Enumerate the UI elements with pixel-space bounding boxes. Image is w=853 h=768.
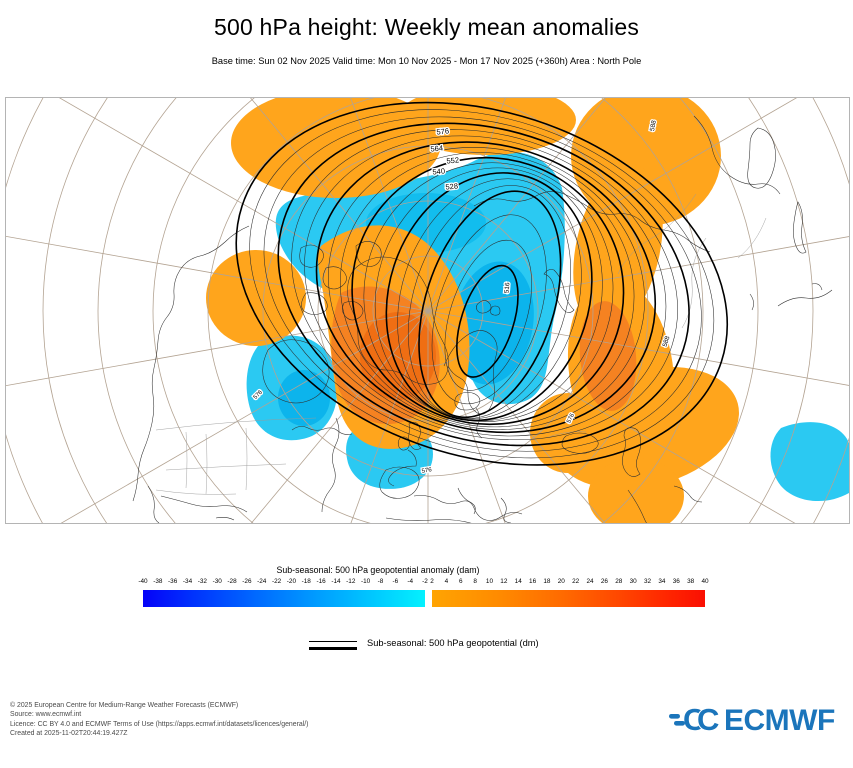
graticule: [6, 98, 849, 523]
colorbar-tick: 34: [658, 578, 666, 585]
colorbar-tick: -6: [392, 578, 399, 585]
logo-text: ECMWF: [724, 704, 835, 737]
footer-line-source: Source: www.ecmwf.int: [10, 711, 82, 719]
colorbar-tick: -28: [227, 578, 237, 585]
contours-thick: [235, 101, 729, 466]
colorbar-tick: 18: [543, 578, 551, 585]
colorbar-tick: 24: [586, 578, 594, 585]
colorbar-tick: -20: [286, 578, 297, 585]
colorbar-title: Sub-seasonal: 500 hPa geopotential anoma…: [276, 565, 480, 575]
contour-line-symbol: [309, 640, 357, 652]
contours: [235, 101, 729, 466]
colorbar-positive-bar: [432, 590, 705, 607]
contour-label: 528: [445, 181, 458, 191]
colorbar-tick: 36: [672, 578, 680, 585]
contour-label: 576: [421, 467, 433, 475]
contour-label: 540: [432, 166, 445, 176]
colorbar-tick: 10: [485, 578, 494, 585]
colorbar-tick: -40: [138, 578, 148, 585]
contour-legend-label: Sub-seasonal: 500 hPa geopotential (dm): [367, 638, 539, 648]
colorbar-tick: -4: [407, 578, 413, 585]
colorbar-tick: -22: [271, 578, 282, 585]
colorbar-tick: -30: [212, 578, 222, 585]
colorbar-tick: -8: [377, 578, 384, 585]
contour-label: 552: [446, 155, 459, 165]
colorbar-tick: 32: [643, 578, 652, 585]
colorbar-tick: 2: [430, 578, 434, 585]
colorbar-tick: -10: [361, 578, 371, 585]
colorbar-tick: 6: [458, 578, 463, 585]
colorbar-ticks-positive: 2 4 6 8 10 12 14 16 18 20 22 24 26 28 30 32 34 36 38 40: [430, 578, 709, 587]
colorbar-tick: -18: [301, 578, 311, 585]
colorbar-tick: 22: [572, 578, 580, 585]
colorbar-tick: 26: [600, 578, 608, 585]
footer-attribution: © 2025 European Centre for Medium-Range …: [10, 701, 308, 738]
colorbar-tick: 20: [557, 578, 565, 585]
colorbar-ticks-negative: -40 -38 -36 -34 -32 -30 -28 -26 -24 -22 -20 -18 -16-…: [138, 578, 428, 587]
colorbar-negative-bar: [143, 590, 425, 607]
colorbar-tick: 14: [514, 578, 522, 585]
colorbar-tick: -26: [242, 578, 252, 585]
ecmwf-logo: C C ECMWF: [669, 698, 841, 742]
page-subtitle: Base time: Sun 02 Nov 2025 Valid time: M…: [211, 56, 642, 66]
polar-map-svg: 576 564 552 540 528 516 588 588 576 576 …: [6, 98, 849, 523]
logo-mark-icon: C: [697, 702, 719, 737]
polar-map: 576 564 552 540 528 516 588 588 576 576 …: [5, 97, 850, 524]
logo-dash-icon: [669, 714, 680, 719]
colorbar-tick: 40: [701, 578, 709, 585]
footer-line-copyright: © 2025 European Centre for Medium-Range …: [10, 702, 239, 709]
colorbar-tick: 28: [615, 578, 623, 585]
logo-dash-icon: [674, 721, 685, 726]
contours-thin: [249, 109, 715, 459]
page-title: 500 hPa height: Weekly mean anomalies: [213, 14, 640, 40]
logo-mark-icon: C: [683, 702, 705, 737]
colorbar-tick: -14: [331, 578, 341, 585]
positive-anomaly-shading: [206, 98, 739, 523]
meridians: [6, 98, 849, 523]
colorbar-tick: 38: [687, 578, 695, 585]
colorbar-tick: -36: [168, 578, 178, 585]
colorbar-tick: 30: [629, 578, 637, 585]
footer-line-created: Created at 2025-11-02T20:44:19.427Z: [10, 729, 128, 737]
contour-label: 516: [504, 282, 512, 294]
colorbar-tick: 16: [529, 578, 537, 585]
footer-line-licence: Licence: CC BY 4.0 and ECMWF Terms of Us…: [10, 720, 309, 728]
political-boundaries: [155, 193, 767, 495]
colorbar-tick: -2: [422, 578, 428, 585]
contour-label: 588: [649, 119, 658, 131]
contour-legend: Sub-seasonal: 500 hPa geopotential (dm): [0, 636, 853, 656]
colorbar-tick: -16: [316, 578, 326, 585]
colorbar-tick: -24: [257, 578, 267, 585]
colorbar-tick: 4: [444, 578, 449, 585]
colorbar-tick: -32: [197, 578, 207, 585]
colorbar-tick: 12: [500, 578, 508, 585]
contour-label: 576: [436, 126, 449, 136]
colorbar-tick: -12: [346, 578, 356, 585]
colorbar-tick: 8: [473, 578, 477, 585]
colorbar-tick: -38: [153, 578, 163, 585]
colorbar-tick: -34: [182, 578, 193, 585]
contour-label: 564: [430, 143, 443, 153]
